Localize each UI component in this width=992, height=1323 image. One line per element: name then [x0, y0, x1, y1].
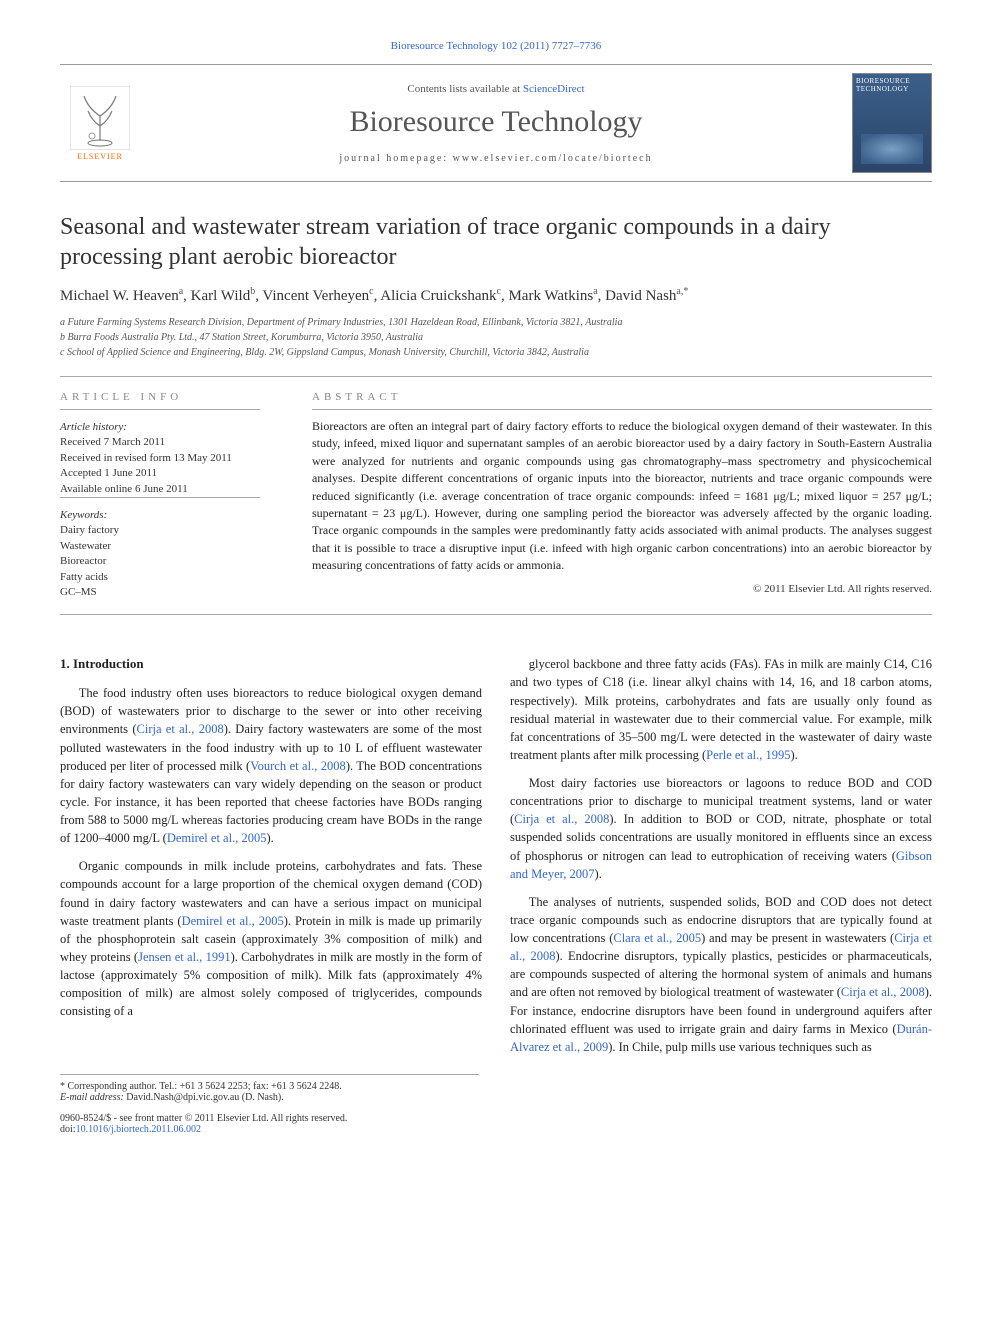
- elsevier-tree-icon: [70, 86, 130, 150]
- running-head: Bioresource Technology 102 (2011) 7727–7…: [60, 40, 932, 52]
- rule: [312, 409, 932, 410]
- citation-link[interactable]: Demirel et al., 2005: [167, 831, 267, 845]
- paragraph: The analyses of nutrients, suspended sol…: [510, 893, 932, 1056]
- doi-label: doi:: [60, 1124, 76, 1135]
- citation-link[interactable]: Cirja et al., 2008: [137, 722, 224, 736]
- corr-email-line: E-mail address: David.Nash@dpi.vic.gov.a…: [60, 1092, 479, 1103]
- corr-line: * Corresponding author. Tel.: +61 3 5624…: [60, 1081, 479, 1092]
- citation-link[interactable]: Cirja et al., 2008: [841, 985, 925, 999]
- cover-title: BIORESOURCE TECHNOLOGY: [856, 77, 928, 93]
- article-title: Seasonal and wastewater stream variation…: [60, 212, 932, 272]
- citation-link[interactable]: Cirja et al., 2008: [514, 812, 609, 826]
- keyword-item: Bioreactor: [60, 554, 280, 569]
- keyword-item: GC–MS: [60, 585, 280, 600]
- masthead-center: Contents lists available at ScienceDirec…: [140, 83, 852, 164]
- history-item: Received 7 March 2011: [60, 435, 280, 450]
- elsevier-logo: ELSEVIER: [60, 78, 140, 168]
- citation-link[interactable]: Clara et al., 2005: [613, 931, 701, 945]
- keyword-item: Wastewater: [60, 539, 280, 554]
- rule: [60, 409, 260, 410]
- keywords: Keywords: Dairy factory Wastewater Biore…: [60, 508, 280, 600]
- journal-name: Bioresource Technology: [140, 105, 852, 139]
- publisher-label: ELSEVIER: [77, 152, 123, 161]
- rule: [60, 497, 260, 498]
- authors-line: Michael W. Heavena, Karl Wildb, Vincent …: [60, 286, 932, 305]
- abstract-text: Bioreactors are often an integral part o…: [312, 418, 932, 575]
- page: Bioresource Technology 102 (2011) 7727–7…: [0, 0, 992, 1165]
- paragraph: Organic compounds in milk include protei…: [60, 857, 482, 1020]
- affiliation: b Burra Foods Australia Pty. Ltd., 47 St…: [60, 330, 932, 345]
- corresponding-author-footer: * Corresponding author. Tel.: +61 3 5624…: [60, 1074, 479, 1103]
- footer-meta: 0960-8524/$ - see front matter © 2011 El…: [60, 1113, 932, 1135]
- abstract-heading: ABSTRACT: [312, 391, 932, 403]
- history-item: Received in revised form 13 May 2011: [60, 451, 280, 466]
- history-item: Accepted 1 June 2011: [60, 466, 280, 481]
- journal-cover-thumb: BIORESOURCE TECHNOLOGY: [852, 73, 932, 173]
- body-columns: 1. Introduction The food industry often …: [60, 655, 932, 1056]
- intro-heading: 1. Introduction: [60, 655, 482, 674]
- keyword-item: Fatty acids: [60, 570, 280, 585]
- affiliation: c School of Applied Science and Engineer…: [60, 345, 932, 360]
- citation-link[interactable]: Jensen et al., 1991: [138, 950, 230, 964]
- citation-link[interactable]: Perle et al., 1995: [706, 748, 790, 762]
- article-info: ARTICLE INFO Article history: Received 7…: [60, 377, 298, 614]
- paragraph: glycerol backbone and three fatty acids …: [510, 655, 932, 764]
- history-item: Available online 6 June 2011: [60, 482, 280, 497]
- info-abstract-row: ARTICLE INFO Article history: Received 7…: [60, 376, 932, 615]
- paragraph: Most dairy factories use bioreactors or …: [510, 774, 932, 883]
- keyword-item: Dairy factory: [60, 523, 280, 538]
- cover-art-icon: [861, 134, 923, 164]
- contents-line: Contents lists available at ScienceDirec…: [140, 83, 852, 95]
- issn-line: 0960-8524/$ - see front matter © 2011 El…: [60, 1113, 932, 1124]
- masthead: ELSEVIER Contents lists available at Sci…: [60, 64, 932, 182]
- email-suffix: (D. Nash).: [242, 1092, 284, 1103]
- contents-prefix: Contents lists available at: [407, 83, 522, 95]
- paragraph: The food industry often uses bioreactors…: [60, 684, 482, 847]
- citation-link[interactable]: Vourch et al., 2008: [250, 759, 346, 773]
- doi-line: doi:10.1016/j.biortech.2011.06.002: [60, 1124, 932, 1135]
- doi-link[interactable]: 10.1016/j.biortech.2011.06.002: [76, 1124, 201, 1135]
- citation-link[interactable]: Bioresource Technology 102 (2011) 7727–7…: [391, 40, 602, 52]
- history-label: Article history:: [60, 420, 280, 435]
- article-history: Article history: Received 7 March 2011 R…: [60, 420, 280, 497]
- abstract: ABSTRACT Bioreactors are often an integr…: [298, 377, 932, 614]
- abstract-copyright: © 2011 Elsevier Ltd. All rights reserved…: [312, 583, 932, 595]
- keywords-label: Keywords:: [60, 508, 280, 523]
- email-label: E-mail address:: [60, 1092, 124, 1103]
- affiliations: a Future Farming Systems Research Divisi…: [60, 315, 932, 360]
- affiliation: a Future Farming Systems Research Divisi…: [60, 315, 932, 330]
- journal-homepage: journal homepage: www.elsevier.com/locat…: [140, 153, 852, 164]
- citation-link[interactable]: Demirel et al., 2005: [182, 914, 284, 928]
- info-heading: ARTICLE INFO: [60, 391, 280, 403]
- sciencedirect-link[interactable]: ScienceDirect: [523, 83, 585, 95]
- email-link[interactable]: David.Nash@dpi.vic.gov.au: [126, 1092, 239, 1103]
